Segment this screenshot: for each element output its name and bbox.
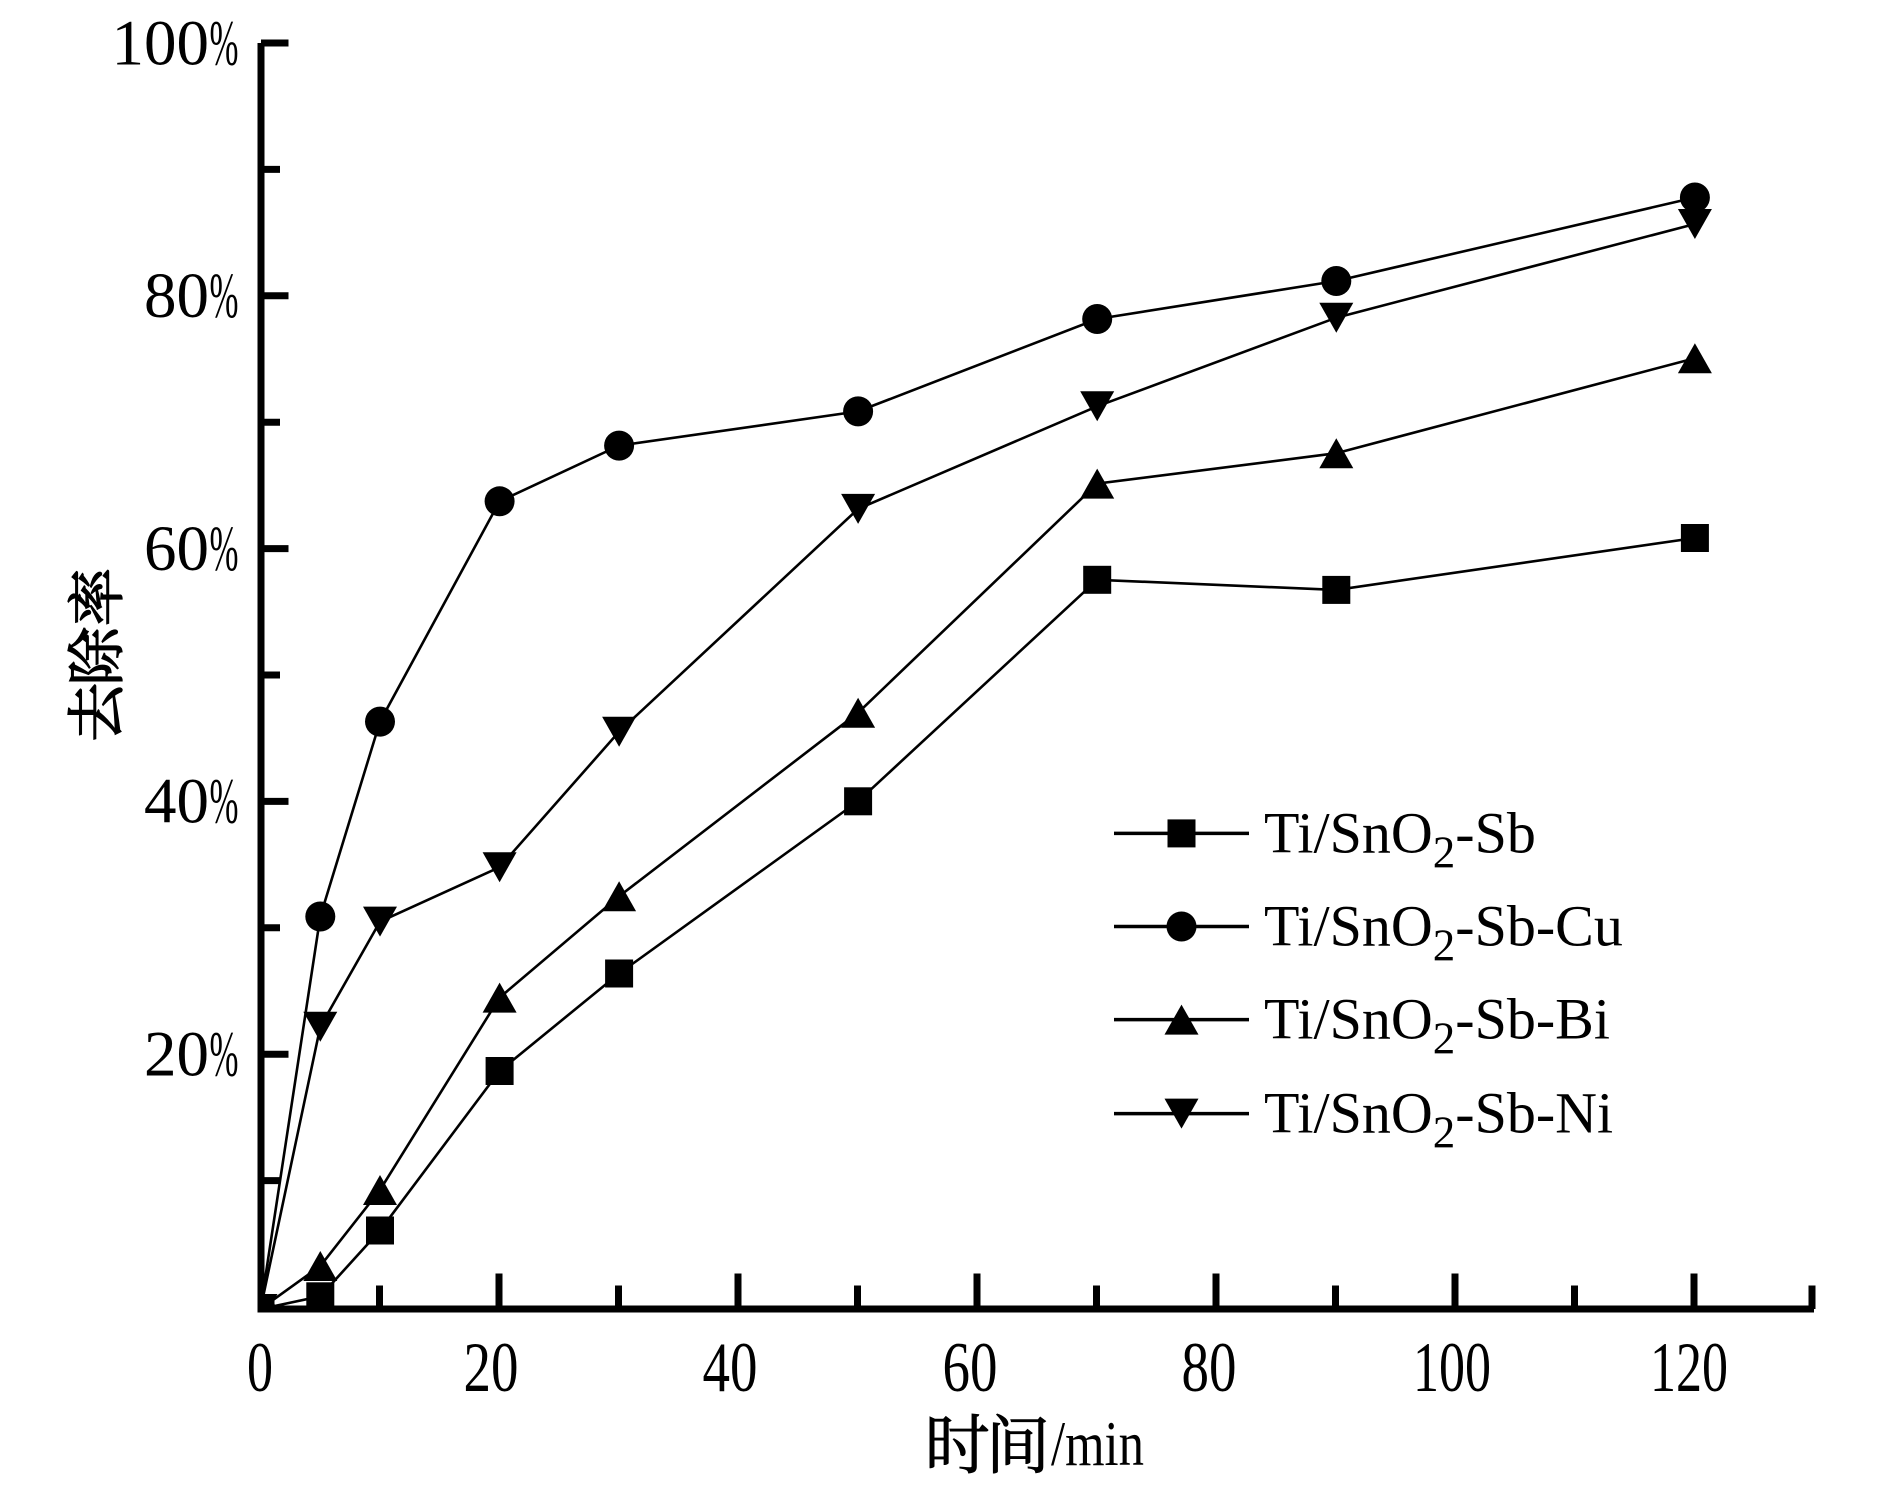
svg-text:%: % (210, 766, 239, 838)
svg-text:60: 60 (144, 513, 209, 585)
svg-text:20: 20 (464, 1329, 519, 1407)
svg-text:100: 100 (112, 7, 210, 79)
svg-text:40: 40 (144, 766, 209, 838)
svg-text:%: % (210, 7, 239, 79)
svg-text:0: 0 (247, 1329, 273, 1407)
svg-text:%: % (210, 1019, 239, 1091)
svg-text:100: 100 (1413, 1329, 1491, 1407)
svg-text:80: 80 (144, 260, 209, 332)
svg-text:/min: /min (1051, 1408, 1144, 1479)
svg-text:120: 120 (1650, 1329, 1728, 1407)
svg-text:Ti/SnO2-Sb: Ti/SnO2-Sb (1264, 800, 1536, 877)
svg-text:%: % (210, 513, 239, 585)
svg-text:60: 60 (943, 1329, 998, 1407)
svg-text:80: 80 (1182, 1329, 1237, 1407)
svg-text:20: 20 (144, 1019, 209, 1091)
svg-text:Ti/SnO2-Sb-Cu: Ti/SnO2-Sb-Cu (1264, 894, 1623, 971)
svg-text:%: % (210, 260, 239, 332)
svg-text:40: 40 (703, 1329, 758, 1407)
